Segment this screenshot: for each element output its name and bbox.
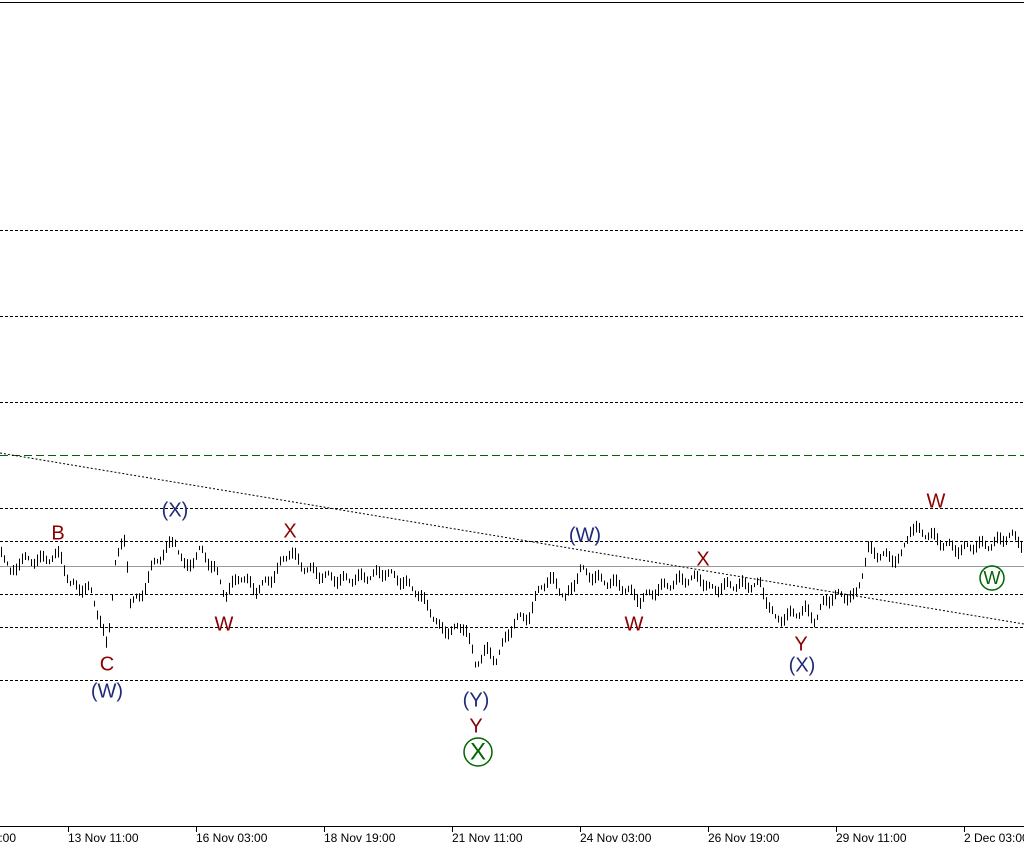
x-tick-label: 13 Nov 11:00 bbox=[68, 831, 139, 845]
wave-label: Y bbox=[794, 633, 807, 655]
x-tick-label: 26 Nov 19:00 bbox=[708, 831, 780, 845]
price-bars bbox=[1, 520, 1022, 668]
x-tick-label: 2 Dec 03:00 bbox=[964, 831, 1024, 845]
wave-label: X bbox=[696, 548, 709, 570]
wave-label: Y bbox=[469, 715, 482, 737]
level-lines bbox=[0, 230, 1024, 681]
wave-label: (Y) bbox=[463, 689, 490, 711]
wave-label: C bbox=[100, 653, 114, 675]
wave-label: W bbox=[215, 613, 234, 635]
wave-label: (W) bbox=[91, 680, 123, 702]
wave-label: (W) bbox=[569, 524, 601, 546]
x-tick-label: 29 Nov 11:00 bbox=[836, 831, 907, 845]
wave-label: X bbox=[470, 738, 486, 765]
x-axis-ticks bbox=[68, 826, 965, 832]
wave-circle bbox=[979, 565, 1005, 591]
wave-label: (X) bbox=[789, 654, 816, 676]
x-tick-label: 16 Nov 03:00 bbox=[196, 831, 268, 845]
x-tick-label: 21 Nov 11:00 bbox=[452, 831, 523, 845]
wave-label: X bbox=[283, 520, 296, 542]
x-tick-label: 18 Nov 19:00 bbox=[324, 831, 396, 845]
x-tick-label: 24 Nov 03:00 bbox=[580, 831, 652, 845]
wave-label: B bbox=[51, 522, 64, 544]
wave-label: (X) bbox=[162, 499, 189, 521]
wave-label: W bbox=[927, 490, 946, 512]
wave-circle bbox=[463, 737, 493, 767]
wave-label: W bbox=[984, 568, 1001, 588]
x-tick-label: 19:00 bbox=[0, 831, 16, 845]
wave-label: W bbox=[625, 613, 644, 635]
